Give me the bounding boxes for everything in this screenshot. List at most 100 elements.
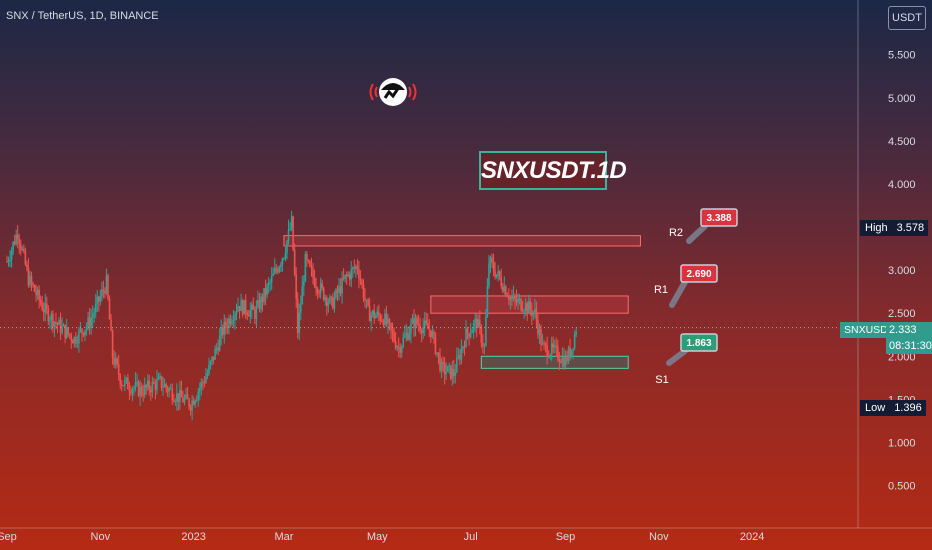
candle-body	[390, 323, 392, 330]
candle-body	[202, 381, 204, 383]
candle-body	[269, 282, 271, 283]
candle-body	[244, 299, 247, 313]
candle-body	[102, 289, 105, 291]
candle-body	[209, 361, 212, 365]
candle-body	[425, 320, 428, 324]
candle-body	[355, 266, 357, 269]
candle-body	[333, 297, 336, 309]
level-value-box	[700, 208, 738, 227]
candle-body	[23, 248, 25, 251]
candle-body	[176, 393, 178, 402]
candle-body	[107, 275, 109, 299]
candle-body	[203, 382, 206, 384]
candle-body	[127, 377, 129, 390]
candle-body	[511, 297, 513, 299]
high-value: 3.578	[892, 220, 929, 236]
candle-body	[205, 376, 207, 383]
y-tick-label: 3.000	[888, 265, 916, 277]
candle-body	[49, 320, 51, 322]
candle-body	[110, 319, 112, 331]
candle-body	[353, 267, 356, 269]
candle-body	[378, 311, 380, 316]
candle-body	[561, 356, 564, 363]
candle-body	[200, 381, 203, 388]
candle-body	[434, 334, 437, 354]
candle-body	[420, 330, 423, 334]
candle-body	[505, 286, 507, 296]
candle-body	[142, 394, 144, 396]
candle-body	[26, 264, 28, 268]
candle-body	[475, 318, 478, 328]
candle-body	[543, 343, 545, 345]
candle-body	[396, 346, 398, 348]
candle-body	[166, 387, 169, 392]
candle-body	[278, 266, 281, 272]
chart-title-box: SNXUSDT.1D	[479, 151, 627, 190]
candle-body	[75, 337, 77, 344]
candle-body	[387, 318, 389, 324]
candle-body	[393, 332, 395, 341]
bar-countdown: 08:31:30	[889, 340, 932, 352]
candle-body	[197, 391, 200, 399]
candle-body	[56, 323, 59, 325]
candle-body	[159, 376, 161, 378]
candle-body	[273, 268, 276, 274]
x-tick-label: Mar	[274, 531, 293, 543]
candle-body	[370, 314, 372, 322]
x-tick-label: May	[367, 531, 388, 543]
candle-body	[400, 346, 403, 353]
candle-body	[486, 285, 489, 317]
logo-head	[379, 78, 407, 106]
candle-body	[289, 228, 291, 230]
candle-body	[359, 278, 362, 281]
candle-body	[82, 332, 85, 336]
level-value: 1.863	[686, 338, 711, 349]
candle-body	[524, 303, 527, 311]
candle-body	[402, 337, 405, 347]
candle-body	[555, 345, 558, 347]
candle-body	[185, 394, 187, 399]
candle-body	[327, 302, 330, 306]
candle-body	[344, 274, 346, 279]
candle-body	[376, 311, 379, 316]
currency-button[interactable]: USDT	[888, 6, 926, 30]
candle-body	[229, 318, 232, 324]
candle-body	[299, 304, 302, 313]
candle-body	[139, 386, 141, 396]
candle-body	[182, 397, 184, 403]
candle-body	[116, 358, 118, 365]
candle-body	[101, 289, 103, 297]
candle-body	[114, 358, 117, 365]
candle-body	[232, 320, 235, 322]
candle-body	[246, 312, 249, 316]
candle-body	[345, 274, 348, 276]
candle-body	[136, 381, 138, 383]
candle-body	[367, 299, 369, 306]
low-price-tag: Low 1.396	[860, 400, 926, 416]
candle-body	[235, 311, 238, 314]
candle-body	[316, 288, 319, 293]
candle-body	[223, 321, 226, 335]
candle-body	[408, 333, 411, 340]
candle-body	[234, 313, 236, 321]
candle-body	[322, 287, 325, 300]
candle-body	[153, 381, 155, 384]
y-tick-label: 0.500	[888, 481, 916, 493]
candle-body	[509, 297, 512, 300]
candle-body	[251, 304, 253, 310]
y-tick-label: 5.500	[888, 50, 916, 62]
candle-body	[42, 309, 45, 313]
candle-body	[313, 277, 316, 287]
candle-body	[96, 296, 99, 304]
candle-body	[277, 270, 279, 272]
candle-body	[397, 346, 400, 348]
candle-body	[156, 379, 158, 390]
candle-body	[94, 303, 97, 313]
candle-body	[163, 384, 166, 388]
candle-body	[111, 330, 114, 359]
candle-body	[151, 381, 154, 393]
candle-body	[382, 320, 385, 325]
level-label: S1	[655, 374, 668, 386]
candle-body	[520, 298, 522, 311]
